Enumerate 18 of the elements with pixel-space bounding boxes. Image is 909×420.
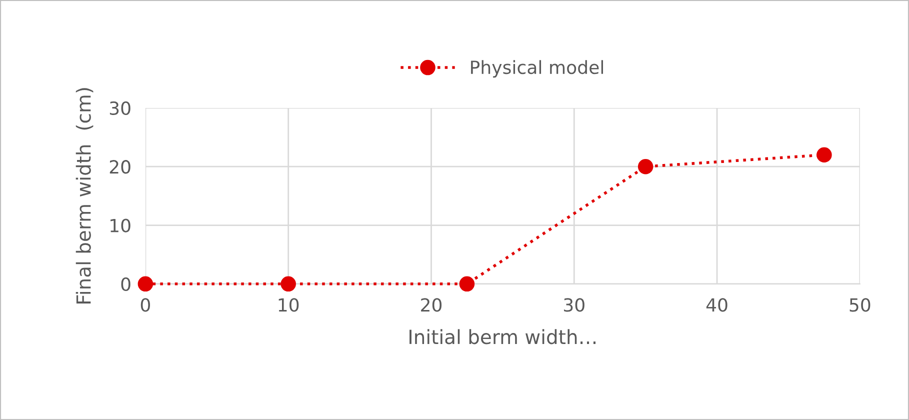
point [138,276,154,292]
x-tick-label: 10 [278,298,299,312]
x-axis-title: Initial berm width… [410,329,596,344]
y-axis-title: Final berm width (cm) [76,88,94,304]
y-tick-label: 0 [121,277,130,292]
x-tick-label: 20 [421,298,442,312]
x-tick-label: 0 [140,298,150,312]
legend-label: Physical model [471,60,603,78]
point [638,158,654,174]
x-tick-label: 40 [706,298,728,312]
point [816,147,832,163]
point [280,276,296,292]
y-tick-label: 10 [110,218,130,232]
y-tick-label: 20 [110,160,130,174]
x-tick-label: 30 [564,298,584,312]
y-tick-label: 30 [110,101,130,116]
x-tick-label: 50 [850,298,870,312]
point [459,276,475,292]
